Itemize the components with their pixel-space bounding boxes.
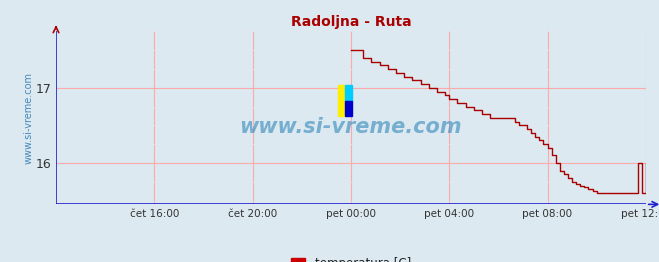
Legend: temperatura [C]: temperatura [C] xyxy=(286,252,416,262)
Bar xyxy=(338,85,345,116)
Y-axis label: www.si-vreme.com: www.si-vreme.com xyxy=(24,72,34,164)
Title: Radoljna - Ruta: Radoljna - Ruta xyxy=(291,15,411,29)
Bar xyxy=(345,85,352,101)
Bar xyxy=(345,101,352,116)
Text: www.si-vreme.com: www.si-vreme.com xyxy=(240,117,462,137)
